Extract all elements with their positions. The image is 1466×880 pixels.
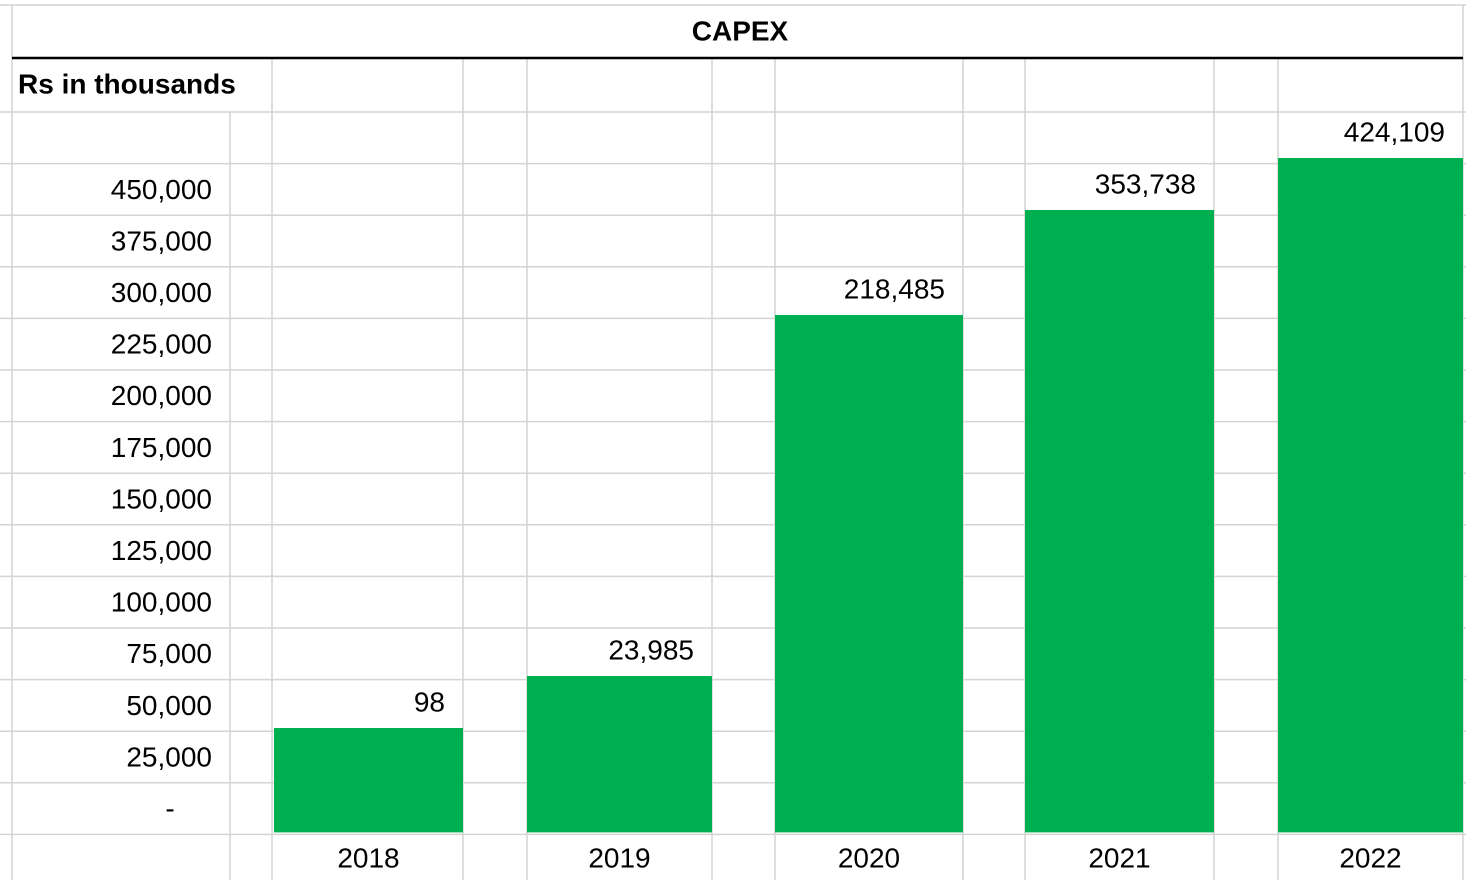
- year-label: 2021: [1088, 842, 1150, 873]
- row-label: 150,000: [111, 483, 212, 514]
- row-label: 375,000: [111, 225, 212, 256]
- year-label: 2019: [588, 842, 650, 873]
- value-label: 98: [414, 686, 445, 717]
- value-label: 23,985: [608, 634, 694, 665]
- row-label: 200,000: [111, 380, 212, 411]
- row-label: 450,000: [111, 174, 212, 205]
- row-label: 125,000: [111, 535, 212, 566]
- title: CAPEX: [692, 15, 789, 46]
- bar: [775, 315, 963, 833]
- bar: [1278, 158, 1463, 833]
- row-label: 25,000: [126, 741, 212, 772]
- bar: [527, 676, 712, 833]
- value-label: 218,485: [844, 273, 945, 304]
- value-label: 353,738: [1095, 168, 1196, 199]
- row-label: 175,000: [111, 432, 212, 463]
- row-label: 100,000: [111, 587, 212, 618]
- unit-label: Rs in thousands: [18, 68, 236, 99]
- year-label: 2018: [337, 842, 399, 873]
- year-label: 2020: [838, 842, 900, 873]
- row-label: 50,000: [126, 690, 212, 721]
- year-label: 2022: [1339, 842, 1401, 873]
- row-label: 75,000: [126, 638, 212, 669]
- bar: [274, 728, 463, 833]
- value-label: 424,109: [1344, 116, 1445, 147]
- row-label: -: [165, 793, 174, 824]
- bar: [1025, 210, 1214, 833]
- row-label: 300,000: [111, 277, 212, 308]
- row-label: 225,000: [111, 329, 212, 360]
